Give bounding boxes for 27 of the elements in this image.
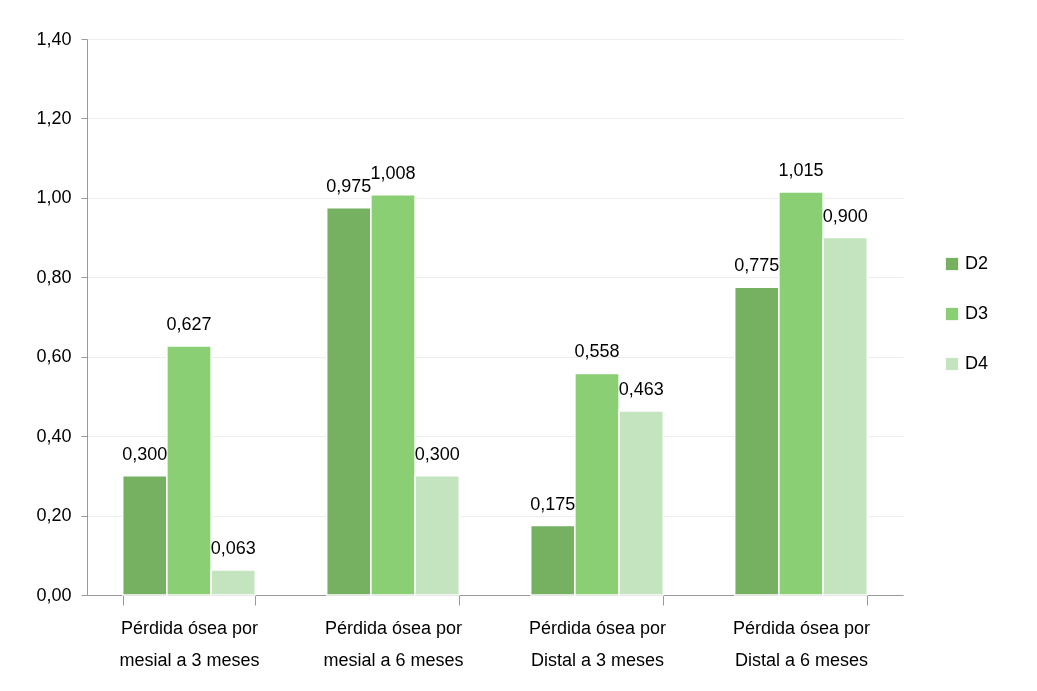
data-label: 0,063 <box>210 537 256 558</box>
y-tick-label: 1,20 <box>36 107 72 128</box>
y-tick-label: 0,40 <box>36 425 72 446</box>
data-label: 0,175 <box>530 493 576 514</box>
data-label: 0,300 <box>414 443 460 464</box>
y-tick-label: 1,40 <box>36 28 72 49</box>
data-label: 0,775 <box>734 255 780 276</box>
y-tick-label: 0,00 <box>36 584 72 605</box>
x-tick-label: Pérdida ósea por mesial a 3 meses <box>119 617 260 670</box>
y-tick-label: 0,80 <box>36 266 72 287</box>
x-tick-label: Pérdida ósea por Distal a 6 meses <box>732 617 871 670</box>
data-label: 0,627 <box>166 313 212 334</box>
y-tick-label: 0,20 <box>36 505 72 526</box>
y-tick-label: 0,60 <box>36 346 72 367</box>
x-tick-label: Pérdida ósea por mesial a 6 meses <box>323 617 464 670</box>
data-label: 0,463 <box>618 379 664 400</box>
y-tick-label: 1,00 <box>36 187 72 208</box>
data-label: 1,015 <box>778 159 824 180</box>
data-label: 1,008 <box>370 162 416 183</box>
legend-label: D4 <box>965 353 989 373</box>
data-label: 0,558 <box>574 341 620 362</box>
data-label: 0,900 <box>822 205 868 226</box>
data-label: 0,300 <box>122 443 168 464</box>
legend-label: D3 <box>965 303 989 323</box>
data-label: 0,975 <box>326 175 372 196</box>
legend-label: D2 <box>965 253 989 273</box>
x-tick-label: Pérdida ósea por Distal a 3 meses <box>528 617 667 670</box>
